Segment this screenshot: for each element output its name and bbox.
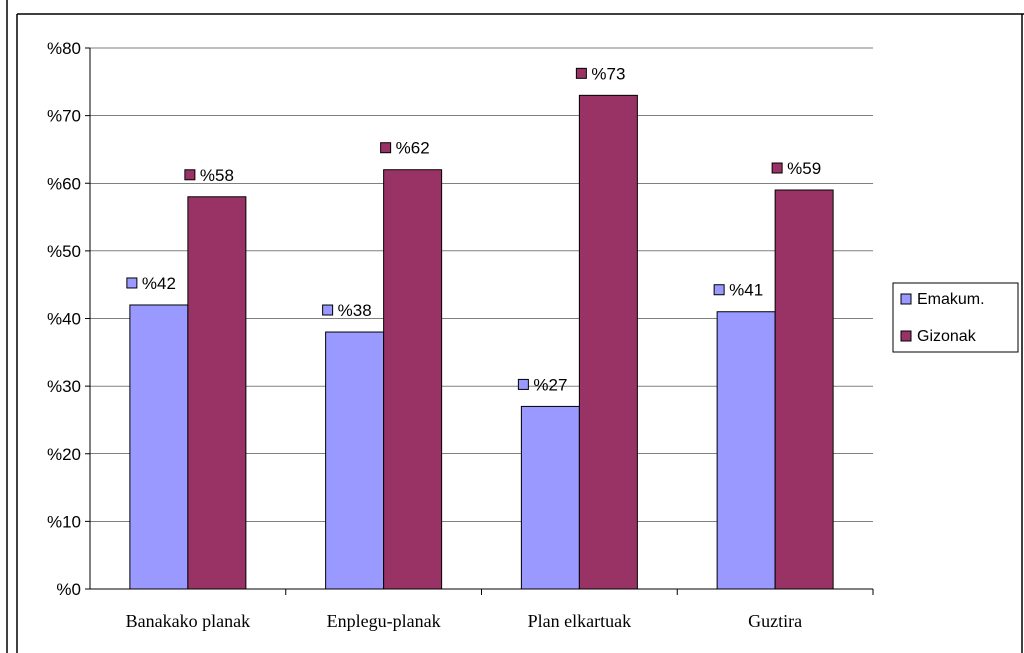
data-label-swatch [771,162,783,174]
legend-swatch-emakum [900,293,912,305]
y-tick-label: %0 [56,580,81,599]
data-label: %59 [787,159,821,178]
bar [129,304,189,590]
x-tick-label: Guztira [748,611,802,631]
y-tick-label: %50 [47,242,81,261]
data-label: %62 [396,139,430,158]
bars [129,94,834,590]
legend-box [892,282,1019,353]
legend-label-gizonak: Gizonak [917,328,977,345]
bar [578,94,638,590]
data-label-swatch [184,169,196,181]
y-tick-label: %10 [47,512,81,531]
data-label: %41 [729,281,763,300]
bar [716,311,776,590]
bar [520,405,580,590]
y-tick-label: %40 [47,310,81,329]
y-tick-label: %70 [47,107,81,126]
legend-swatch-gizonak [900,330,912,342]
y-tick-label: %20 [47,445,81,464]
y-tick-label: %60 [47,174,81,193]
bar [774,189,834,590]
data-label-swatch [126,277,138,289]
data-label: %58 [200,166,234,185]
data-label: %42 [142,274,176,293]
data-label: %27 [533,375,567,394]
bar [325,331,385,590]
legend: Emakum. Gizonak [892,282,1019,353]
data-label-swatch [380,142,392,154]
bar [187,196,247,590]
data-label: %73 [591,64,625,83]
data-label-swatch [575,67,587,79]
data-labels: %42 %58 %38 %62 %27 %73 %41 %59 [126,64,821,394]
x-axis-ticks: Banakako planak Enplegu-planak Plan elkart… [126,589,874,631]
data-label-swatch [517,378,529,390]
y-axis-ticks: %0 %10 %20 %30 %40 %50 %60 %70 %80 [47,39,90,599]
data-label-swatch [322,304,334,316]
data-label: %38 [338,301,372,320]
bar [383,169,443,590]
x-tick-label: Plan elkartuak [528,611,631,631]
data-label-swatch [713,284,725,296]
x-tick-label: Enplegu-planak [327,611,441,631]
legend-label-emakum: Emakum. [917,291,985,308]
y-tick-label: %30 [47,377,81,396]
x-tick-label: Banakako planak [126,611,250,631]
y-tick-label: %80 [47,39,81,58]
